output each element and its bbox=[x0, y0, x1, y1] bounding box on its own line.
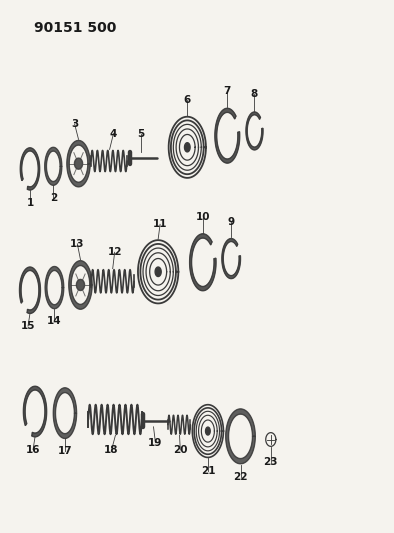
Text: 20: 20 bbox=[173, 445, 188, 455]
Text: 14: 14 bbox=[47, 317, 62, 326]
Polygon shape bbox=[53, 388, 76, 439]
Text: 22: 22 bbox=[233, 472, 248, 482]
Polygon shape bbox=[23, 386, 46, 437]
Polygon shape bbox=[155, 267, 161, 277]
Polygon shape bbox=[67, 140, 90, 187]
Text: 1: 1 bbox=[26, 198, 33, 208]
Text: 15: 15 bbox=[21, 321, 35, 331]
Text: 3: 3 bbox=[71, 119, 78, 129]
Text: 16: 16 bbox=[26, 445, 40, 455]
Text: 90151 500: 90151 500 bbox=[34, 21, 116, 35]
Polygon shape bbox=[76, 279, 85, 290]
Text: 2: 2 bbox=[50, 193, 57, 203]
Text: 7: 7 bbox=[224, 86, 231, 96]
Polygon shape bbox=[206, 427, 210, 435]
Polygon shape bbox=[45, 266, 64, 309]
Text: 13: 13 bbox=[70, 239, 85, 249]
Text: 19: 19 bbox=[148, 438, 163, 448]
Polygon shape bbox=[184, 143, 190, 152]
Text: 8: 8 bbox=[251, 89, 258, 99]
Polygon shape bbox=[69, 261, 92, 309]
Text: 21: 21 bbox=[201, 466, 215, 475]
Polygon shape bbox=[74, 158, 83, 169]
Text: 4: 4 bbox=[110, 128, 117, 139]
Text: 23: 23 bbox=[264, 457, 278, 467]
Text: 5: 5 bbox=[137, 129, 144, 139]
Text: 11: 11 bbox=[153, 219, 167, 229]
Polygon shape bbox=[45, 147, 62, 185]
Text: 12: 12 bbox=[108, 247, 122, 257]
Text: 9: 9 bbox=[228, 217, 235, 227]
Text: 6: 6 bbox=[184, 95, 191, 105]
Polygon shape bbox=[215, 108, 240, 163]
Text: 17: 17 bbox=[58, 446, 72, 456]
Polygon shape bbox=[222, 239, 240, 279]
Polygon shape bbox=[20, 148, 40, 190]
Text: 18: 18 bbox=[104, 445, 119, 455]
Polygon shape bbox=[19, 267, 41, 313]
Polygon shape bbox=[246, 112, 263, 150]
Text: 10: 10 bbox=[195, 213, 210, 222]
Polygon shape bbox=[190, 234, 216, 291]
Polygon shape bbox=[226, 409, 255, 464]
